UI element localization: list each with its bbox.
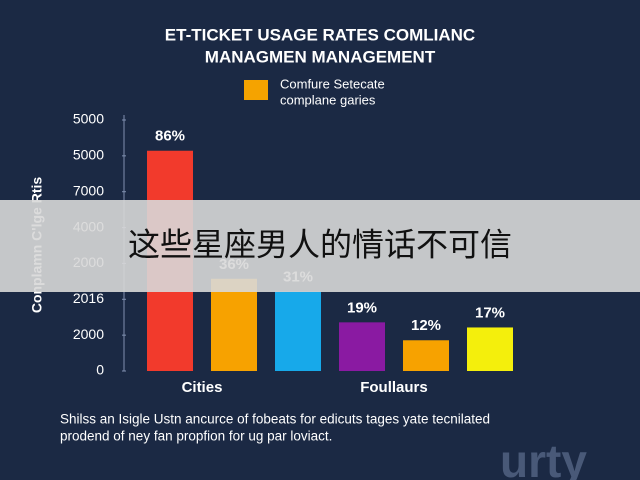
y-tick-label: 7000 xyxy=(73,182,104,198)
y-tick-label: 5000 xyxy=(73,147,104,163)
y-tick-label: 5000 xyxy=(73,111,104,127)
x-tick-label: Cities xyxy=(182,379,223,396)
overlay-banner xyxy=(0,200,640,292)
legend-label: Comfure Setecate xyxy=(280,76,385,91)
data-label: 17% xyxy=(475,304,505,321)
footnote: Shilss an Isigle Ustn ancurce of fobeats… xyxy=(60,412,490,427)
bar xyxy=(403,340,449,371)
bar xyxy=(339,322,385,371)
footnote: prodend of ney fan propfion for ug par l… xyxy=(60,429,332,444)
bar xyxy=(275,291,321,371)
data-label: 19% xyxy=(347,299,377,316)
legend-swatch xyxy=(244,80,268,100)
data-label: 86% xyxy=(155,128,185,145)
data-label: 12% xyxy=(411,317,441,334)
y-tick-label: 0 xyxy=(96,362,104,378)
chart-title: MANAGMEN MANAGEMENT xyxy=(205,47,436,66)
bar xyxy=(211,278,257,371)
overlay-text: 这些星座男人的情话不可信 xyxy=(128,226,512,262)
y-tick-label: 2000 xyxy=(73,326,104,342)
chart-title: ET-TICKET USAGE RATES COMLIANC xyxy=(165,25,475,44)
y-tick-label: 2016 xyxy=(73,290,104,306)
x-tick-label: Foullaurs xyxy=(360,379,428,396)
watermark: urty xyxy=(500,435,587,480)
legend-label: complane garies xyxy=(280,92,376,107)
bar xyxy=(467,327,513,371)
